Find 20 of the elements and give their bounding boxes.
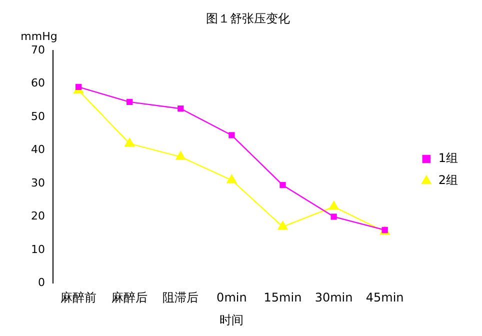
legend-label: 1组 bbox=[438, 151, 458, 166]
y-tick-label: 60 bbox=[30, 76, 45, 90]
chart-title: 图１舒张压变化 bbox=[206, 11, 290, 26]
x-tick-label: 45min bbox=[366, 290, 404, 305]
x-tick-label: 阻滞后 bbox=[162, 290, 199, 305]
y-tick-label: 30 bbox=[30, 176, 45, 190]
x-tick-label: 麻醉后 bbox=[112, 290, 148, 305]
legend-label: 2组 bbox=[438, 173, 458, 188]
y-tick-label: 40 bbox=[30, 143, 45, 156]
y-tick-label: 0 bbox=[38, 276, 45, 290]
x-tick-label: 15min bbox=[264, 290, 302, 305]
y-tick-label: 10 bbox=[30, 242, 45, 256]
x-tick-label: 0min bbox=[216, 290, 247, 305]
y-tick-label: 50 bbox=[30, 110, 45, 123]
y-tick-label: 20 bbox=[30, 210, 45, 223]
x-tick-label: 麻醉前 bbox=[60, 290, 97, 305]
x-axis-title: 时间 bbox=[220, 312, 244, 327]
y-tick-label: 70 bbox=[30, 43, 45, 56]
x-tick-label: 30min bbox=[314, 290, 353, 305]
y-axis-title: mmHg bbox=[20, 30, 58, 43]
